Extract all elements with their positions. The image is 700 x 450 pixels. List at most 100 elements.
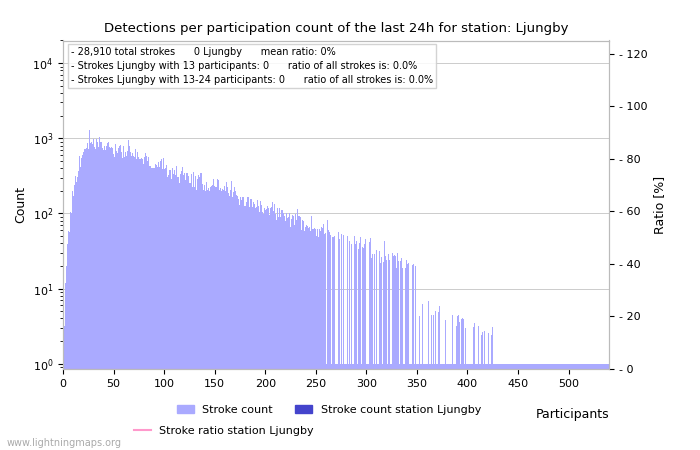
Bar [431,364,433,450]
Bar [205,191,206,450]
Bar [76,182,77,450]
Bar [460,364,461,450]
Bar [397,253,398,450]
Bar [475,364,476,450]
Bar [584,364,585,450]
Bar [560,364,561,450]
Bar [435,364,437,450]
Bar [112,148,113,450]
Bar [472,364,473,450]
Bar [337,232,339,450]
Bar [269,215,270,450]
Bar [492,327,493,450]
Bar [257,200,258,450]
Bar [570,364,571,450]
Bar [546,364,547,450]
Bar [99,137,100,450]
Bar [346,236,348,450]
Bar [146,156,148,450]
Bar [572,364,573,450]
Bar [385,256,386,450]
Bar [368,364,369,450]
Bar [364,244,365,450]
Bar [326,364,328,450]
Bar [553,364,554,450]
Bar [69,212,71,450]
Bar [173,174,174,450]
Bar [603,364,604,450]
Bar [542,364,544,450]
Bar [384,241,385,450]
Title: Detections per participation count of the last 24h for station: Ljungby: Detections per participation count of th… [104,22,568,35]
Bar [545,364,546,450]
Bar [103,149,104,450]
Bar [382,364,383,450]
Bar [426,364,428,450]
Bar [340,364,341,450]
Bar [237,196,239,450]
Bar [377,364,378,450]
Bar [412,265,413,450]
Bar [241,200,242,450]
Bar [299,216,300,450]
Bar [272,202,273,450]
Bar [497,364,498,450]
Bar [135,149,136,450]
Bar [357,364,358,450]
Bar [126,156,127,450]
Bar [216,187,217,450]
Bar [424,364,426,450]
Bar [367,364,368,450]
Bar [417,364,419,450]
Bar [94,147,95,450]
Bar [323,224,324,450]
Text: www.lightningmaps.org: www.lightningmaps.org [7,438,122,448]
Bar [215,187,216,450]
Bar [228,194,230,450]
Bar [183,175,184,450]
Bar [430,315,431,450]
Bar [372,254,373,450]
Bar [253,204,255,450]
Bar [291,220,292,450]
Bar [396,268,397,450]
Bar [468,364,469,450]
Bar [307,226,308,450]
Bar [167,175,169,450]
Bar [321,226,322,450]
Bar [496,364,497,450]
Bar [473,327,474,450]
Bar [456,326,457,450]
Bar [386,260,387,450]
Bar [358,243,360,450]
Bar [419,316,421,450]
Bar [276,220,277,450]
Bar [235,191,237,450]
Bar [388,254,389,450]
Bar [544,364,545,450]
Bar [371,257,372,450]
Bar [571,364,572,450]
Bar [301,230,302,450]
Bar [239,205,241,450]
Bar [280,217,281,450]
Bar [194,187,195,450]
Bar [199,177,200,450]
Bar [423,304,424,450]
Bar [330,235,332,450]
Bar [489,364,490,450]
Bar [78,156,80,450]
Bar [88,149,89,450]
Bar [273,211,274,450]
Bar [413,264,414,450]
Bar [348,364,349,450]
Bar [548,364,549,450]
Bar [479,364,480,450]
Bar [500,364,501,450]
Bar [538,364,539,450]
Bar [410,364,412,450]
Bar [265,210,266,450]
Bar [559,364,560,450]
Bar [383,262,384,450]
Bar [601,364,603,450]
